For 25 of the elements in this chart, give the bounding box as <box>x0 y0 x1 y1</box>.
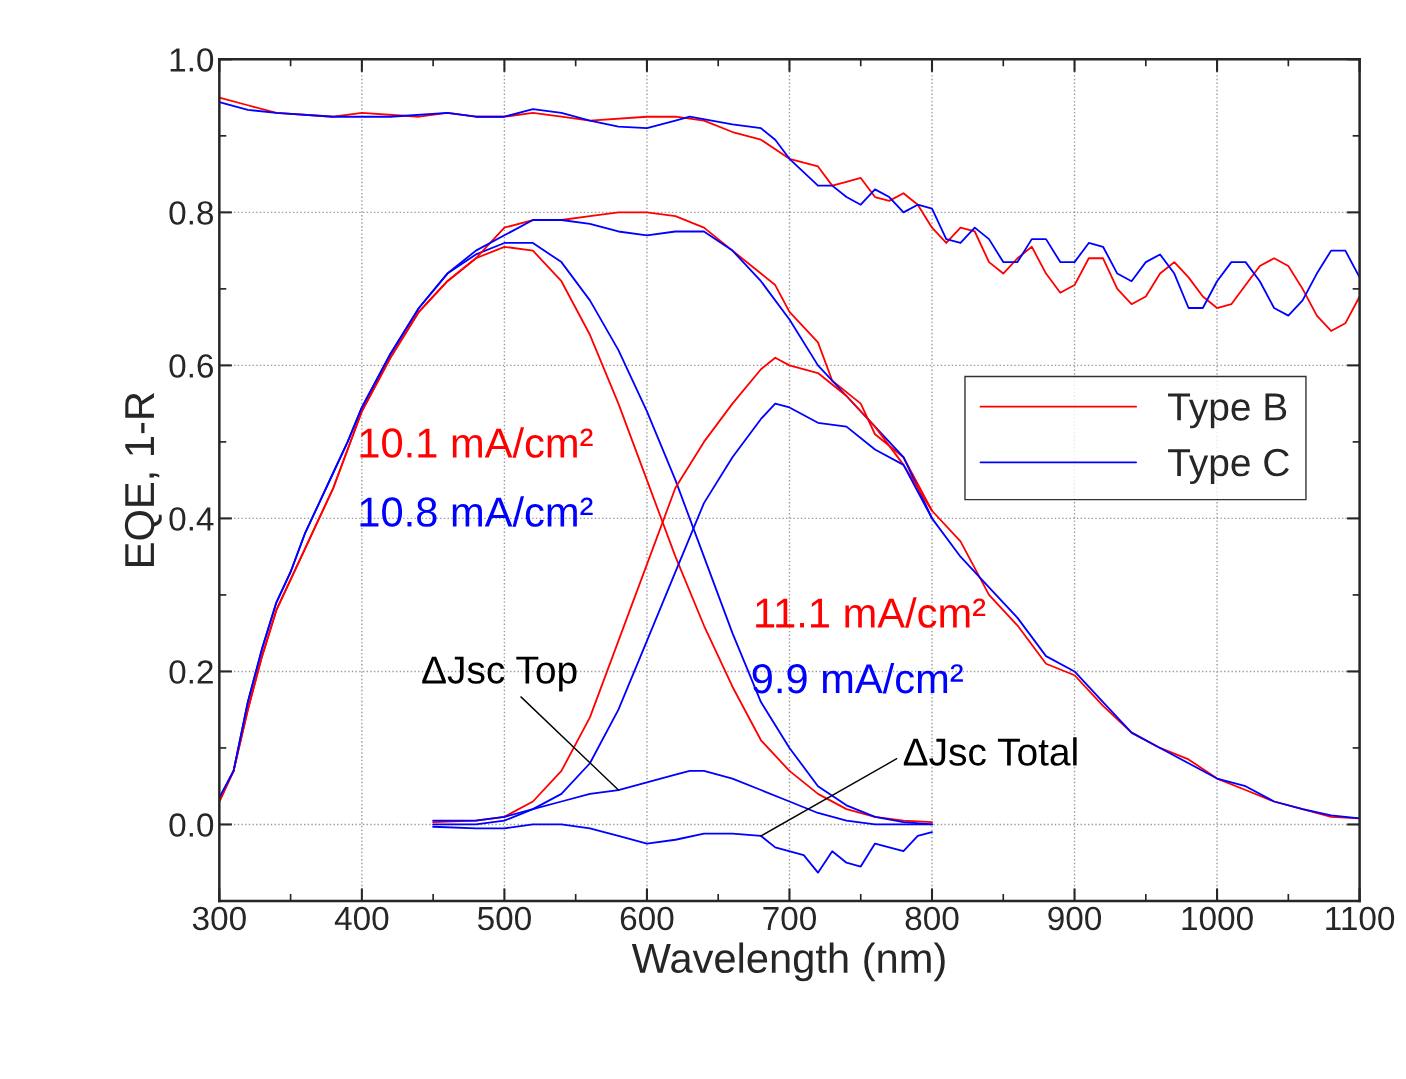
x-tick-label: 700 <box>763 906 816 931</box>
annotation: ΔJsc Top <box>422 656 577 692</box>
legend-label: Type B <box>1168 393 1287 429</box>
annotation: 11.1 mA/cm² <box>756 597 986 628</box>
annotation: 10.8 mA/cm² <box>360 496 593 527</box>
y-tick-label: 0.6 <box>169 354 214 378</box>
x-tick-label: 1100 <box>1326 906 1395 931</box>
annotation: 9.9 mA/cm² <box>752 662 963 694</box>
x-axis-title: Wavelength (nm) <box>631 942 945 982</box>
annotation: 10.1 mA/cm² <box>360 427 593 458</box>
x-tick-label: 400 <box>334 906 389 931</box>
legend-label: Type C <box>1168 448 1289 485</box>
x-tick-label: 500 <box>477 906 531 931</box>
y-axis-title: EQE, 1-R <box>124 392 162 566</box>
x-tick-label: 300 <box>192 906 246 931</box>
annotation: ΔJsc Total <box>903 737 1077 766</box>
y-tick-label: 0.2 <box>169 660 213 684</box>
y-tick-label: 0.8 <box>169 201 214 225</box>
x-tick-label: 1000 <box>1182 906 1253 931</box>
y-tick-label: 1.0 <box>170 48 214 72</box>
y-tick-label: 0.4 <box>169 507 214 531</box>
x-tick-label: 800 <box>905 906 959 931</box>
x-tick-label: 600 <box>620 906 674 931</box>
y-tick-label: 0.0 <box>169 813 214 837</box>
x-tick-label: 900 <box>1048 906 1102 931</box>
